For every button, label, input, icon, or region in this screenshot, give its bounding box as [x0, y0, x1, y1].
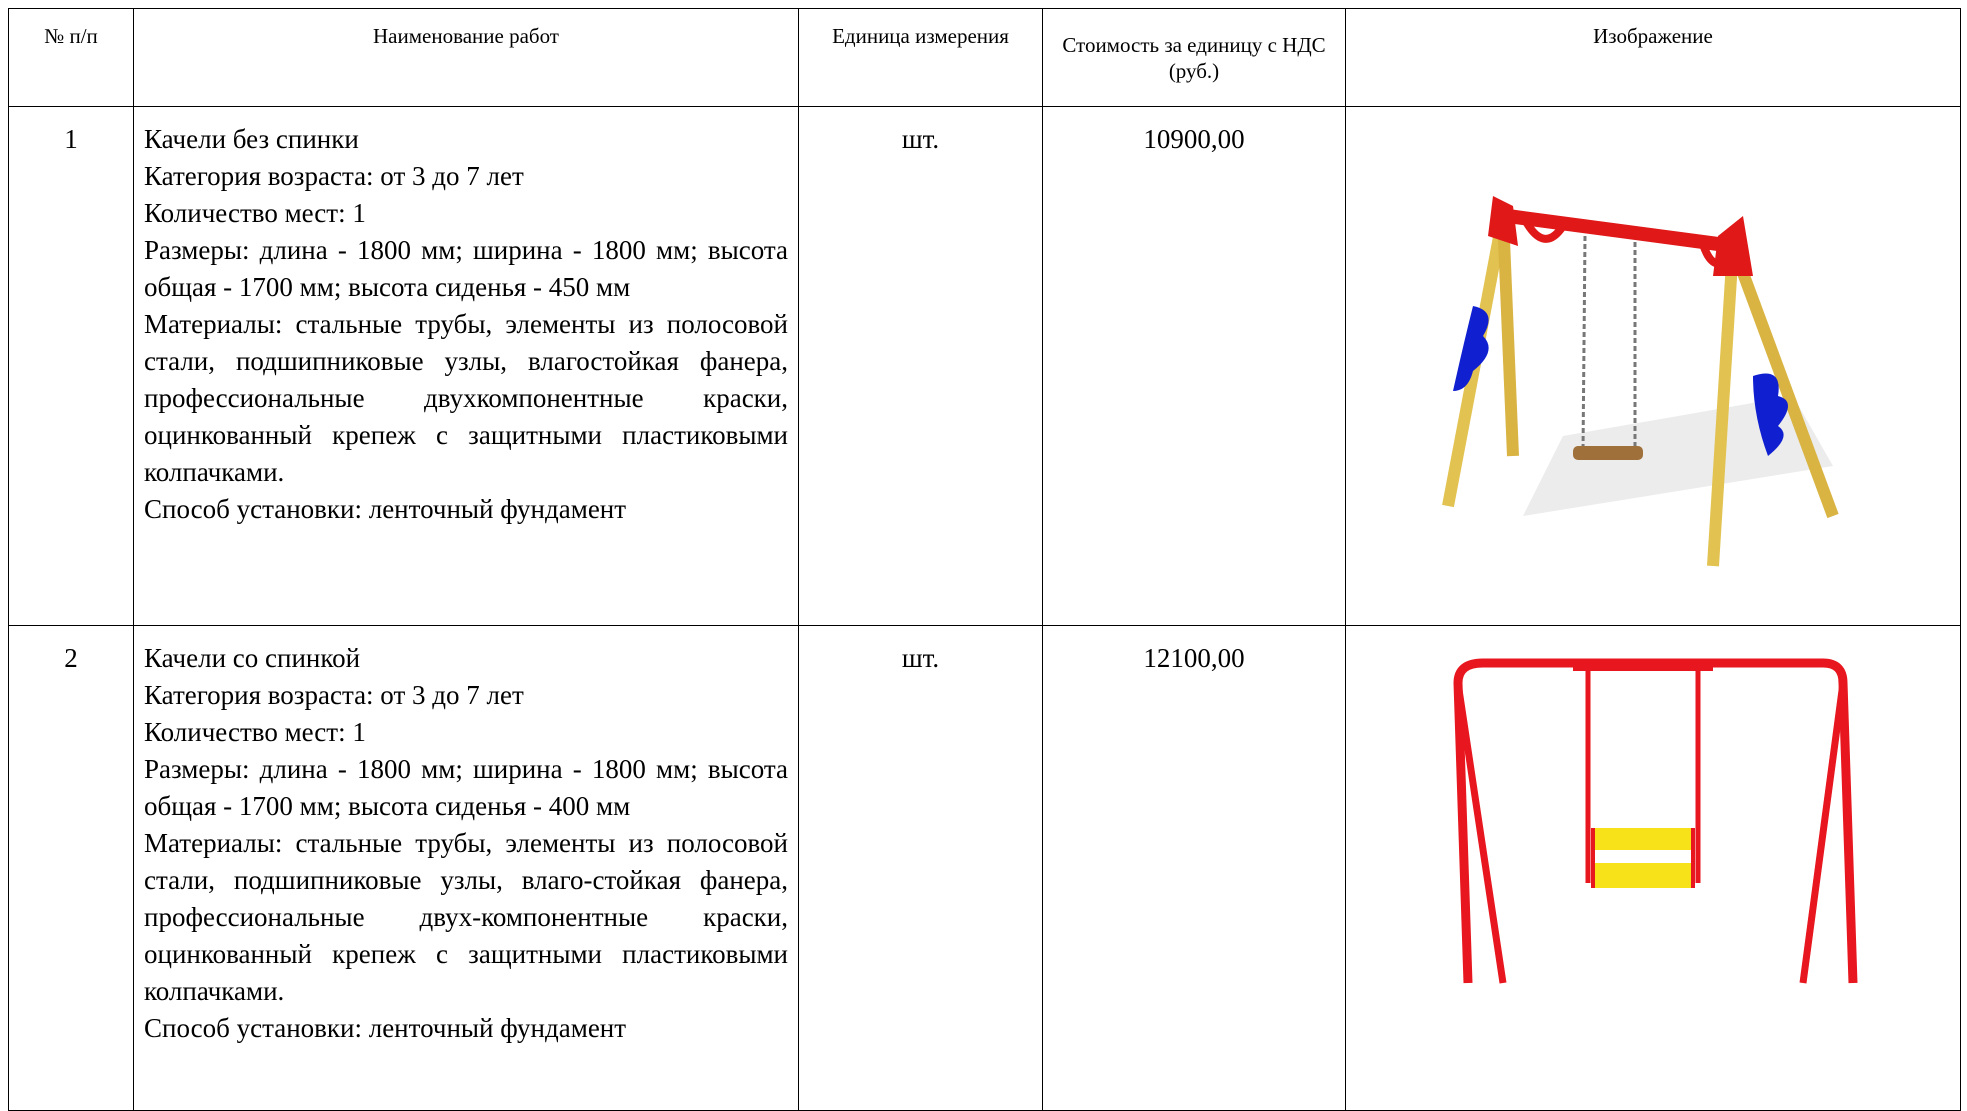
line: Качели без спинки	[144, 124, 359, 154]
line: Размеры: длина - 1800 мм; ширина - 1800 …	[144, 754, 788, 821]
row-number: 1	[8, 106, 134, 626]
line: Количество мест: 1	[144, 198, 366, 228]
swing-image	[1442, 196, 1839, 567]
header-cell: Стоимость за единицу с НДС (руб.)	[1042, 8, 1346, 107]
swing-image	[1453, 658, 1858, 984]
table-row: 1 Качели без спинки Категория возраста: …	[8, 106, 1961, 626]
header-cell: Единица измерения	[798, 8, 1043, 107]
line: Способ установки: ленточный фундамент	[144, 494, 627, 524]
description: Качели со спинкой Категория возраста: от…	[133, 625, 799, 1111]
line: Способ установки: ленточный фундамент	[144, 1013, 627, 1043]
unit: шт.	[798, 625, 1043, 1111]
image-cell	[1345, 625, 1961, 1111]
line: Количество мест: 1	[144, 717, 366, 747]
row-number: 2	[8, 625, 134, 1111]
header-row: № п/п Наименование работ Единица измерен…	[8, 8, 1961, 107]
line: Качели со спинкой	[144, 643, 361, 673]
line: Категория возраста: от 3 до 7 лет	[144, 680, 524, 710]
price-table: № п/п Наименование работ Единица измерен…	[8, 8, 1961, 1111]
line: Категория возраста: от 3 до 7 лет	[144, 161, 524, 191]
price: 12100,00	[1042, 625, 1346, 1111]
header-cell: Изображение	[1345, 8, 1961, 107]
line: Материалы: стальные трубы, элементы из п…	[144, 828, 788, 1006]
line: Материалы: стальные трубы, элементы из п…	[144, 309, 788, 487]
header-cell: № п/п	[8, 8, 134, 107]
price: 10900,00	[1042, 106, 1346, 626]
page: № п/п Наименование работ Единица измерен…	[8, 8, 1961, 1111]
image-cell	[1345, 106, 1961, 626]
header-cell: Наименование работ	[133, 8, 799, 107]
description: Качели без спинки Категория возраста: от…	[133, 106, 799, 626]
unit: шт.	[798, 106, 1043, 626]
line: Размеры: длина - 1800 мм; ширина - 1800 …	[144, 235, 788, 302]
table-row: 2 Качели со спинкой Категория возраста: …	[8, 625, 1961, 1111]
